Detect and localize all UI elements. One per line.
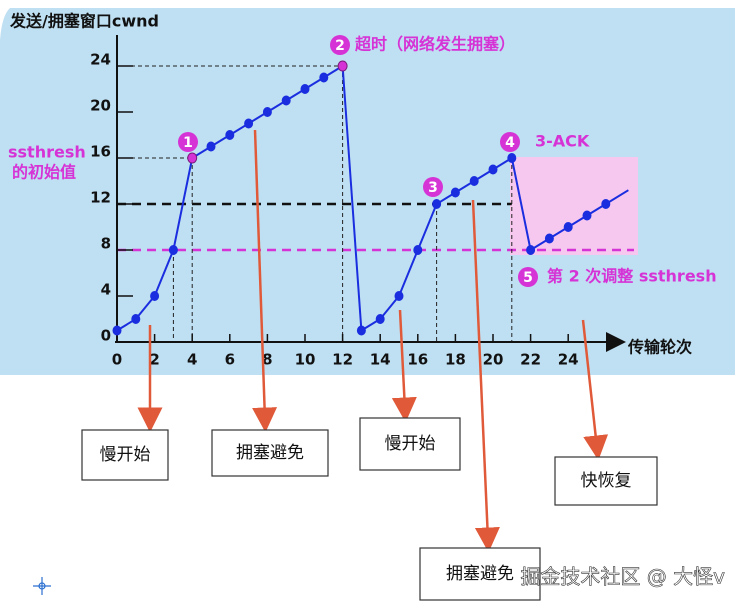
phase-box <box>419 547 541 601</box>
phase-box <box>81 429 169 481</box>
data-point <box>601 199 611 209</box>
data-point <box>150 291 160 301</box>
x-tick-label: 20 <box>483 351 504 369</box>
data-point <box>187 152 198 164</box>
phase-arrow <box>471 199 500 553</box>
background <box>0 8 735 375</box>
ssthresh-label: ssthresh <box>8 143 86 162</box>
y-axis-label: 发送/拥塞窗口cwnd <box>9 12 159 31</box>
data-point <box>526 245 536 255</box>
data-point <box>356 325 366 336</box>
data-point <box>319 72 329 83</box>
data-point <box>394 291 404 301</box>
phase-box <box>359 417 461 471</box>
data-point <box>507 153 517 163</box>
badge <box>500 132 520 152</box>
data-point <box>300 84 310 94</box>
phase-box <box>554 456 658 506</box>
y-tick-label: 4 <box>101 281 111 299</box>
badge <box>423 177 443 197</box>
data-point <box>413 245 423 255</box>
badge <box>330 35 350 55</box>
badge <box>518 267 538 287</box>
phase-label: 拥塞避免 <box>236 443 304 463</box>
data-point <box>262 107 272 117</box>
y-tick-label: 8 <box>101 235 111 253</box>
x-tick-label: 10 <box>295 351 316 369</box>
data-point <box>225 130 235 140</box>
data-point <box>337 60 348 72</box>
phase-arrow <box>581 319 609 461</box>
data-point <box>206 141 216 152</box>
data-point <box>544 233 554 244</box>
x-tick-label: 8 <box>262 351 272 369</box>
x-tick-label: 22 <box>520 351 541 369</box>
data-point <box>131 314 141 324</box>
crosshair-icon <box>33 577 51 595</box>
badge <box>178 132 198 152</box>
badge-number: 5 <box>523 270 533 286</box>
data-point <box>582 210 592 221</box>
data-point <box>432 199 442 209</box>
data-point <box>168 245 178 255</box>
annotation: 超时（网络发生拥塞） <box>354 35 515 54</box>
y-tick-label: 20 <box>90 97 111 115</box>
highlight-region <box>510 157 638 255</box>
annotation: 第 2 次调整 ssthresh <box>547 267 717 286</box>
phase-label: 快恢复 <box>581 471 632 491</box>
data-point <box>469 176 479 186</box>
x-tick-label: 6 <box>225 351 235 369</box>
phase-box <box>211 429 329 477</box>
x-tick-label: 18 <box>445 351 466 369</box>
data-point <box>450 187 460 198</box>
ssthresh-label: 的初始值 <box>12 163 76 182</box>
badge-number: 1 <box>183 135 193 151</box>
phase-label: 慢开始 <box>100 444 151 465</box>
y-tick-label: 0 <box>101 327 111 345</box>
x-tick-label: 4 <box>187 351 197 369</box>
data-point <box>112 325 122 336</box>
annotation: 3-ACK <box>535 132 590 151</box>
watermark: 掘金技术社区 @ 大怪v <box>520 565 725 589</box>
data-point <box>488 164 498 175</box>
y-tick-label: 16 <box>90 143 111 161</box>
data-point <box>563 222 573 232</box>
data-point <box>375 314 385 324</box>
badge-number: 4 <box>505 135 515 151</box>
badge-number: 2 <box>335 38 345 54</box>
phase-label: 拥塞避免 <box>446 564 514 584</box>
y-tick-label: 24 <box>90 51 111 69</box>
data-point <box>281 95 291 106</box>
x-tick-label: 0 <box>112 351 122 369</box>
x-axis-label: 传输轮次 <box>627 338 692 357</box>
x-tick-label: 14 <box>370 351 391 369</box>
badge-number: 3 <box>428 180 438 196</box>
phase-arrow <box>391 309 417 423</box>
y-tick-label: 12 <box>90 189 111 207</box>
x-tick-label: 2 <box>149 351 159 369</box>
x-tick-label: 16 <box>407 351 428 369</box>
phase-label: 慢开始 <box>385 433 436 454</box>
phase-arrow <box>252 129 278 433</box>
x-tick-label: 24 <box>558 351 579 369</box>
x-tick-label: 12 <box>332 351 353 369</box>
data-point <box>244 118 254 129</box>
